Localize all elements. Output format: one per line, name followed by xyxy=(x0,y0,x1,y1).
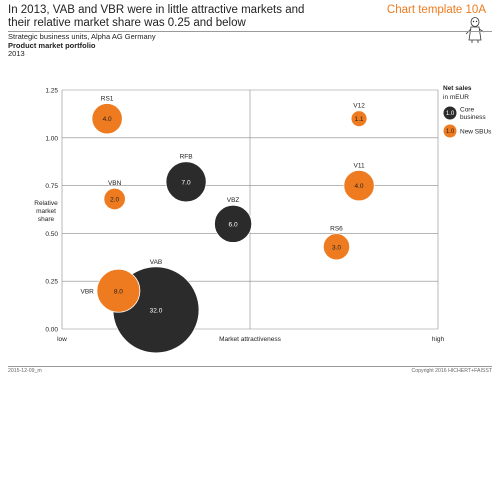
bubble-name-label: RS6 xyxy=(330,226,343,233)
y-axis-label: Relative xyxy=(34,200,58,207)
meta-business-units: Strategic business units, Alpha AG Germa… xyxy=(8,32,156,41)
bubble-name-label: RFB xyxy=(180,154,193,161)
legend-label: New SBUs xyxy=(460,129,492,136)
chart-template-label: Chart template 10A xyxy=(386,4,486,16)
y-tick-label: 0.25 xyxy=(45,279,58,286)
bubble-name-label: V12 xyxy=(353,103,365,110)
bubble-name-label: VBN xyxy=(108,180,122,187)
bubble-vbz xyxy=(214,204,253,243)
legend-subtitle: in mEUR xyxy=(443,94,469,101)
bubble-name-label: RS1 xyxy=(101,95,114,102)
bubble-value-label: 4.0 xyxy=(103,116,112,123)
bubble-name-label: VAB xyxy=(150,259,163,266)
header-rule xyxy=(8,31,492,32)
bubble-value-label: 7.0 xyxy=(182,179,191,186)
bubble-value-label: 6.0 xyxy=(229,221,238,228)
bubble-value-label: 3.0 xyxy=(332,244,341,251)
x-tick-high: high xyxy=(432,336,445,343)
y-tick-label: 0.50 xyxy=(45,231,58,238)
meta-year: 2013 xyxy=(8,49,25,59)
y-tick-label: 0.75 xyxy=(45,183,58,190)
legend-sample-value: 1.0 xyxy=(446,111,455,117)
bubble-name-label: VBR xyxy=(81,288,95,295)
bubble-value-label: 2.0 xyxy=(110,196,119,203)
y-axis-label: share xyxy=(38,216,55,223)
footer-date: 2015-12-09_m xyxy=(8,368,42,374)
y-axis-label: market xyxy=(36,208,56,215)
bubble-rs1 xyxy=(91,103,123,135)
legend-label: Core xyxy=(460,107,474,114)
legend-swatch-new xyxy=(443,124,457,138)
legend-label: business xyxy=(460,114,486,121)
bubble-vbn xyxy=(103,187,126,211)
x-tick-low: low xyxy=(57,336,67,343)
bubble-value-label: 32.0 xyxy=(150,307,163,314)
footer-rule xyxy=(8,366,492,367)
bubble-name-label: VBZ xyxy=(227,197,240,204)
bubble-vbr xyxy=(96,268,141,313)
meta-portfolio: Product market portfolio xyxy=(8,40,96,50)
y-tick-label: 1.25 xyxy=(45,88,58,95)
chart-meta: Strategic business units, Alpha AG Germa… xyxy=(8,32,156,59)
headline: In 2013, VAB and VBR were in little attr… xyxy=(8,4,305,29)
x-axis-label: Market attractiveness xyxy=(219,336,282,343)
bubble-rs6 xyxy=(322,233,351,261)
y-tick-label: 1.00 xyxy=(45,135,58,142)
bubble-rfb xyxy=(165,161,207,203)
legend-swatch-core xyxy=(443,106,457,120)
mascot-logo-icon xyxy=(465,17,485,43)
bubble-v12 xyxy=(350,110,368,128)
bubble-v11 xyxy=(343,169,375,202)
y-tick-label: 0.00 xyxy=(45,327,58,334)
bubble-value-label: 8.0 xyxy=(114,288,123,295)
bubble-name-label: V11 xyxy=(353,162,364,169)
bubble-value-label: 1.1 xyxy=(355,116,364,123)
legend-title: Net sales xyxy=(443,85,472,92)
footer-copyright: Copyright 2016 HICHERT+FAISST xyxy=(411,368,493,374)
legend-sample-value: 1.0 xyxy=(446,129,455,135)
bubble-value-label: 4.0 xyxy=(355,183,364,190)
